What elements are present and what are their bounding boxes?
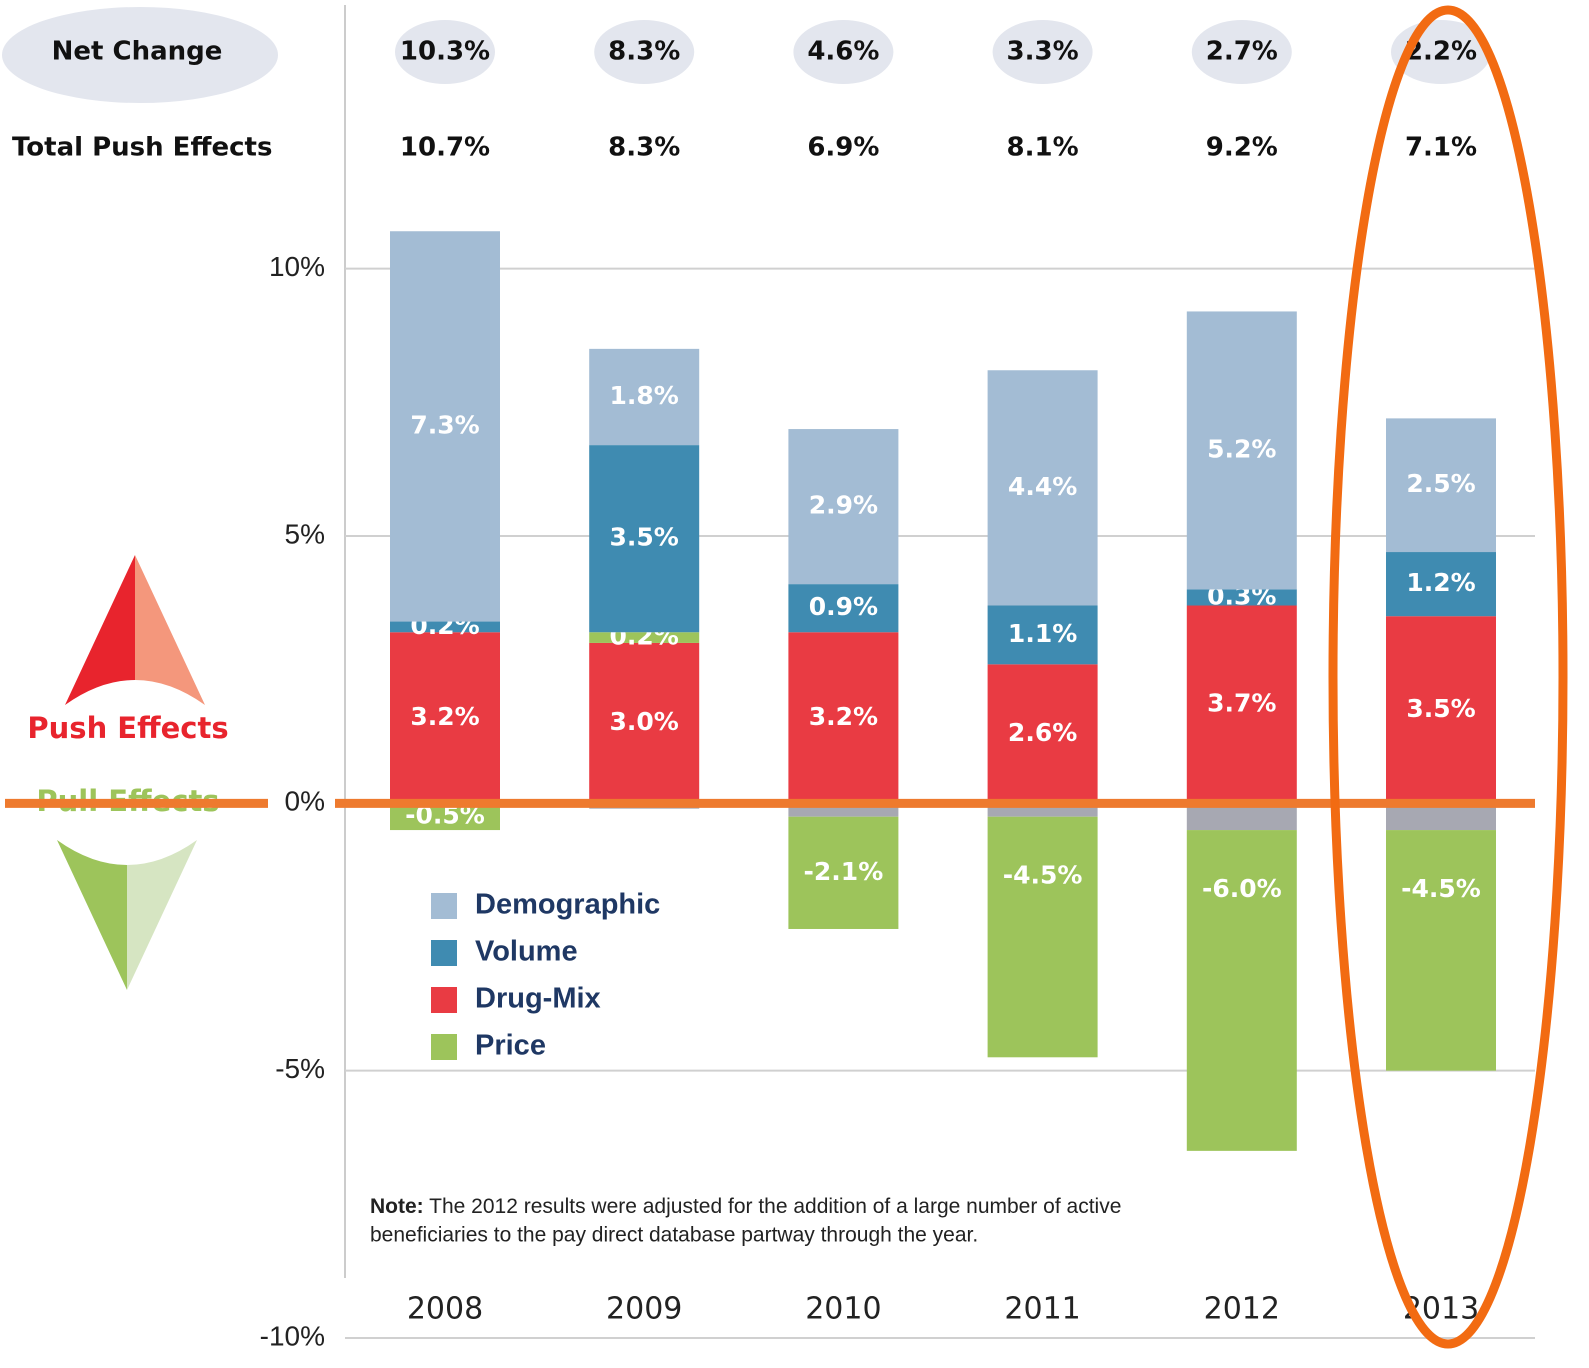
data-label: 2.9% <box>809 491 878 520</box>
bar-segment <box>987 816 1098 1058</box>
data-label: -2.1% <box>804 857 884 886</box>
row-label-bg <box>2 7 278 103</box>
bar-segment <box>1386 418 1496 553</box>
x-tick-label: 2012 <box>1204 1292 1280 1327</box>
row-value: 8.1% <box>1007 133 1079 163</box>
bar-segment <box>1186 605 1297 804</box>
note-text: beneficiaries to the pay direct database… <box>370 1224 978 1247</box>
data-label: 2.6% <box>1008 718 1077 747</box>
x-tick-label: 2008 <box>407 1292 483 1327</box>
legend-swatch <box>431 893 457 919</box>
x-tick-label: 2009 <box>606 1292 682 1327</box>
data-label: 1.2% <box>1406 568 1475 597</box>
x-tick-label: 2010 <box>805 1292 881 1327</box>
data-label: 1.8% <box>610 381 679 410</box>
bar-segment <box>1186 830 1297 1151</box>
legend-swatch <box>431 1034 457 1060</box>
push-arrow <box>65 555 135 705</box>
data-label: 3.7% <box>1207 688 1276 717</box>
note-title: Note: <box>370 1195 424 1218</box>
pull-arrow <box>57 840 127 990</box>
bar-segment <box>589 642 700 804</box>
row-value: 8.3% <box>608 133 680 163</box>
bar-segment <box>390 231 500 622</box>
bar-segment <box>1186 311 1297 590</box>
data-label: 5.2% <box>1207 434 1276 463</box>
data-label: 2.5% <box>1406 469 1475 498</box>
data-label: 3.5% <box>1406 694 1475 723</box>
bar-segment <box>1186 589 1297 606</box>
row-value: 4.6% <box>807 37 879 67</box>
bar-segment <box>788 816 899 929</box>
x-tick-label: 2011 <box>1004 1292 1080 1327</box>
y-tick-label: 5% <box>285 518 325 549</box>
highlight-ellipse <box>1328 5 1568 1349</box>
push-label: Push Effects <box>27 711 228 745</box>
bar-segment <box>589 445 700 633</box>
data-label: 7.3% <box>410 410 479 439</box>
value-bubble <box>594 20 695 84</box>
bar-segment <box>1386 616 1496 804</box>
data-label: -6.0% <box>1202 874 1282 903</box>
row-value: 3.3% <box>1007 37 1079 67</box>
bar-segment <box>788 632 899 804</box>
note-text: The 2012 results were adjusted for the a… <box>429 1195 1121 1218</box>
y-tick-label: 10% <box>269 251 325 282</box>
legend-swatch <box>431 940 457 966</box>
bar-segment <box>1386 830 1496 1071</box>
row-label: Net Change <box>52 37 223 67</box>
legend-label: Drug-Mix <box>475 983 601 1015</box>
bar-segment <box>589 632 700 643</box>
data-label: 3.5% <box>610 523 679 552</box>
bar-segment <box>589 348 700 446</box>
legend-label: Price <box>475 1030 546 1062</box>
row-value: 9.2% <box>1206 133 1278 163</box>
row-label: Total Push Effects <box>12 133 272 163</box>
data-label: 3.0% <box>610 707 679 736</box>
row-value: 2.7% <box>1206 37 1278 67</box>
data-label: 1.1% <box>1008 619 1077 648</box>
data-label: -4.5% <box>1401 874 1481 903</box>
data-label: -4.5% <box>1003 861 1083 890</box>
note: Note: The 2012 results were adjusted for… <box>370 1195 1121 1218</box>
row-value: 10.3% <box>400 37 490 67</box>
bar-segment <box>987 370 1098 606</box>
value-bubble <box>1191 20 1292 84</box>
data-label: 0.9% <box>809 592 878 621</box>
bar-segment <box>987 605 1098 665</box>
bar-segment <box>987 664 1098 804</box>
row-value: 6.9% <box>807 133 879 163</box>
bar-segment <box>1386 552 1496 617</box>
data-label: 4.4% <box>1008 472 1077 501</box>
plot: -10%-5%0%5%10%3.2%-0.5%0.2%7.3%20083.0%0… <box>5 20 1535 1351</box>
push-arrow <box>135 555 205 705</box>
legend-label: Demographic <box>475 889 660 921</box>
bar-segment <box>390 632 500 804</box>
y-tick-label: -10% <box>260 1320 325 1351</box>
y-tick-label: -5% <box>275 1053 325 1084</box>
data-label: 3.2% <box>809 702 878 731</box>
bar-segment <box>788 584 899 633</box>
y-tick-label: 0% <box>285 786 325 817</box>
value-bubble <box>793 20 894 84</box>
legend-label: Volume <box>475 936 578 968</box>
value-bubble <box>992 20 1093 84</box>
row-value: 10.7% <box>400 133 490 163</box>
row-value: 7.1% <box>1405 133 1477 163</box>
row-value: 8.3% <box>608 37 680 67</box>
legend-swatch <box>431 987 457 1013</box>
bar-segment <box>788 429 899 585</box>
bar-segment <box>390 621 500 633</box>
pull-arrow <box>127 840 197 990</box>
value-bubble <box>395 20 495 84</box>
data-label: 3.2% <box>410 702 479 731</box>
